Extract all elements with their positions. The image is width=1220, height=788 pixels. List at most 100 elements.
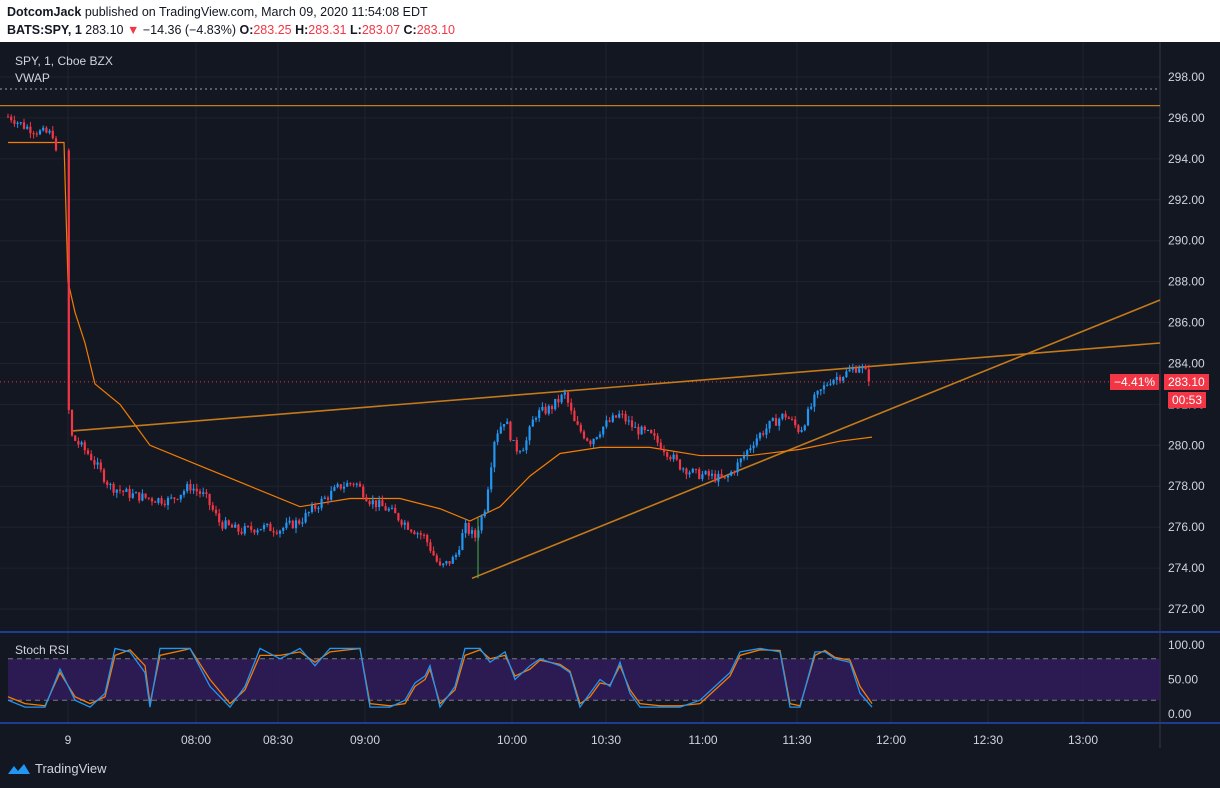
candle-body	[394, 507, 397, 514]
time-axis-label: 12:30	[973, 733, 1003, 747]
osc-axis-label: 50.00	[1168, 673, 1198, 687]
candle-body	[218, 513, 221, 523]
candle-body	[99, 462, 102, 470]
low-value: 283.07	[361, 23, 401, 37]
candle-body	[547, 405, 550, 414]
candle-body	[838, 376, 842, 381]
candle-body	[70, 409, 74, 436]
candle-body	[42, 127, 45, 131]
candle-body	[656, 435, 659, 443]
candle-body	[19, 122, 22, 124]
stoch-rsi-legend[interactable]: Stoch RSI	[15, 643, 70, 657]
candle-body	[672, 454, 675, 460]
candle-body	[659, 442, 662, 450]
candle-body	[291, 520, 294, 529]
candle-body	[275, 532, 278, 534]
price-axis-label: 280.00	[1168, 438, 1205, 452]
candle-body	[490, 467, 493, 490]
time-axis-label: 08:30	[263, 733, 293, 747]
candle-body	[413, 531, 416, 535]
candle-body	[698, 469, 701, 479]
candle-body	[819, 389, 822, 391]
candle-body	[115, 489, 118, 493]
candle-body	[320, 498, 323, 508]
candle-body	[480, 516, 483, 531]
candle-body	[720, 473, 723, 478]
candle-body	[221, 522, 224, 529]
candle-body	[32, 133, 35, 135]
chart-area[interactable]: 298.00 296.00 294.00 292.00 290.00 288.00 286.…	[0, 42, 1220, 748]
candle-body	[573, 410, 576, 422]
candle-body	[371, 500, 374, 505]
candle-body	[266, 523, 269, 526]
candle-body	[778, 418, 781, 426]
chart-legend-title: SPY, 1, Cboe BZX	[15, 54, 113, 68]
candle-body	[858, 368, 861, 373]
candle-body	[662, 449, 666, 453]
candle-body	[35, 133, 38, 135]
candle-body	[442, 563, 445, 566]
candle-body	[118, 489, 122, 491]
candle-body	[710, 473, 714, 476]
candle-body	[429, 542, 432, 551]
vwap-legend[interactable]: VWAP	[15, 71, 50, 85]
candle-body	[326, 497, 330, 500]
candle-body	[730, 471, 733, 476]
candle-body	[509, 421, 512, 441]
candle-body	[112, 483, 115, 493]
candle-body	[602, 426, 605, 435]
candle-body	[474, 530, 477, 538]
candle-body	[294, 520, 298, 529]
candle-body	[83, 442, 86, 451]
candle-body	[752, 445, 755, 449]
candle-body	[259, 528, 262, 531]
time-axis-label: 11:30	[782, 733, 811, 747]
candle-body	[531, 419, 534, 427]
candle-body	[691, 468, 694, 473]
candle-body	[403, 522, 406, 525]
candle-body	[134, 492, 138, 494]
candle-body	[45, 127, 48, 133]
candle-body	[755, 438, 758, 446]
time-axis-label: 09:00	[350, 733, 380, 747]
candle-body	[141, 493, 144, 501]
candle-body	[525, 440, 528, 451]
candle-body	[179, 494, 182, 500]
candle-body	[122, 490, 125, 492]
candle-body	[832, 379, 835, 384]
candle-body	[90, 453, 93, 461]
time-axis-label: 10:00	[497, 733, 527, 747]
chart-svg[interactable]: 298.00 296.00 294.00 292.00 290.00 288.00 286.…	[0, 42, 1220, 748]
candle-body	[131, 493, 134, 498]
candle-body	[355, 483, 358, 485]
candle-body	[38, 130, 42, 135]
candle-body	[640, 426, 643, 435]
author-name[interactable]: DotcomJack	[7, 5, 82, 19]
candle-body	[198, 491, 202, 494]
candle-body	[570, 402, 573, 411]
candle-body	[128, 488, 131, 498]
candle-body	[390, 507, 394, 509]
candle-body	[666, 452, 669, 457]
candle-body	[557, 398, 560, 403]
candle-body	[445, 561, 448, 564]
candle-body	[851, 368, 854, 370]
candle-body	[278, 530, 282, 534]
candle-body	[624, 413, 627, 422]
time-axis-label: 11:00	[688, 733, 717, 747]
tradingview-logo-icon	[8, 763, 30, 774]
stoch-k-line	[7, 647, 873, 709]
trendline-resistance	[71, 342, 1161, 432]
candle-body	[528, 426, 531, 441]
candle-body	[422, 534, 426, 536]
candle-body	[554, 398, 557, 410]
price-tag: 283.10	[1164, 374, 1209, 390]
candle-body	[237, 524, 240, 532]
candle-body	[96, 462, 99, 465]
candle-body	[538, 410, 541, 418]
candle-body	[854, 368, 858, 373]
price-axis-label: 274.00	[1168, 561, 1205, 575]
candle-body	[416, 533, 419, 535]
tradingview-logo[interactable]: TradingView	[7, 761, 107, 776]
candle-body	[605, 420, 608, 427]
